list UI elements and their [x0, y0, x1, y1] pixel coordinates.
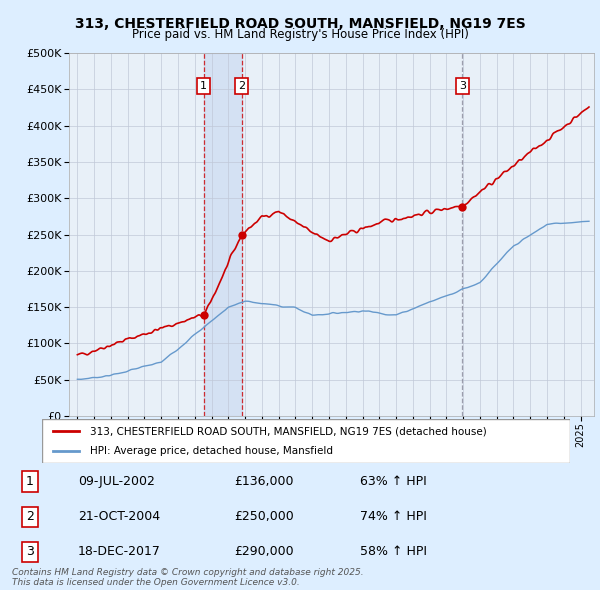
Text: 63% ↑ HPI: 63% ↑ HPI: [360, 475, 427, 489]
Text: 74% ↑ HPI: 74% ↑ HPI: [360, 510, 427, 523]
Text: Price paid vs. HM Land Registry's House Price Index (HPI): Price paid vs. HM Land Registry's House …: [131, 28, 469, 41]
Text: HPI: Average price, detached house, Mansfield: HPI: Average price, detached house, Mans…: [89, 446, 332, 455]
Text: 2: 2: [238, 81, 245, 91]
Text: 1: 1: [26, 475, 34, 489]
Text: £136,000: £136,000: [234, 475, 293, 489]
Text: £250,000: £250,000: [234, 510, 294, 523]
Text: 1: 1: [200, 81, 207, 91]
Bar: [203, 53, 242, 416]
Text: 18-DEC-2017: 18-DEC-2017: [78, 545, 161, 559]
Text: 09-JUL-2002: 09-JUL-2002: [78, 475, 155, 489]
Text: 313, CHESTERFIELD ROAD SOUTH, MANSFIELD, NG19 7ES (detached house): 313, CHESTERFIELD ROAD SOUTH, MANSFIELD,…: [89, 427, 486, 436]
Text: 313, CHESTERFIELD ROAD SOUTH, MANSFIELD, NG19 7ES: 313, CHESTERFIELD ROAD SOUTH, MANSFIELD,…: [74, 17, 526, 31]
Text: 58% ↑ HPI: 58% ↑ HPI: [360, 545, 427, 559]
Text: 21-OCT-2004: 21-OCT-2004: [78, 510, 160, 523]
Text: £290,000: £290,000: [234, 545, 293, 559]
Text: 2: 2: [26, 510, 34, 523]
Text: 3: 3: [26, 545, 34, 559]
Text: Contains HM Land Registry data © Crown copyright and database right 2025.
This d: Contains HM Land Registry data © Crown c…: [12, 568, 364, 587]
Text: 3: 3: [459, 81, 466, 91]
